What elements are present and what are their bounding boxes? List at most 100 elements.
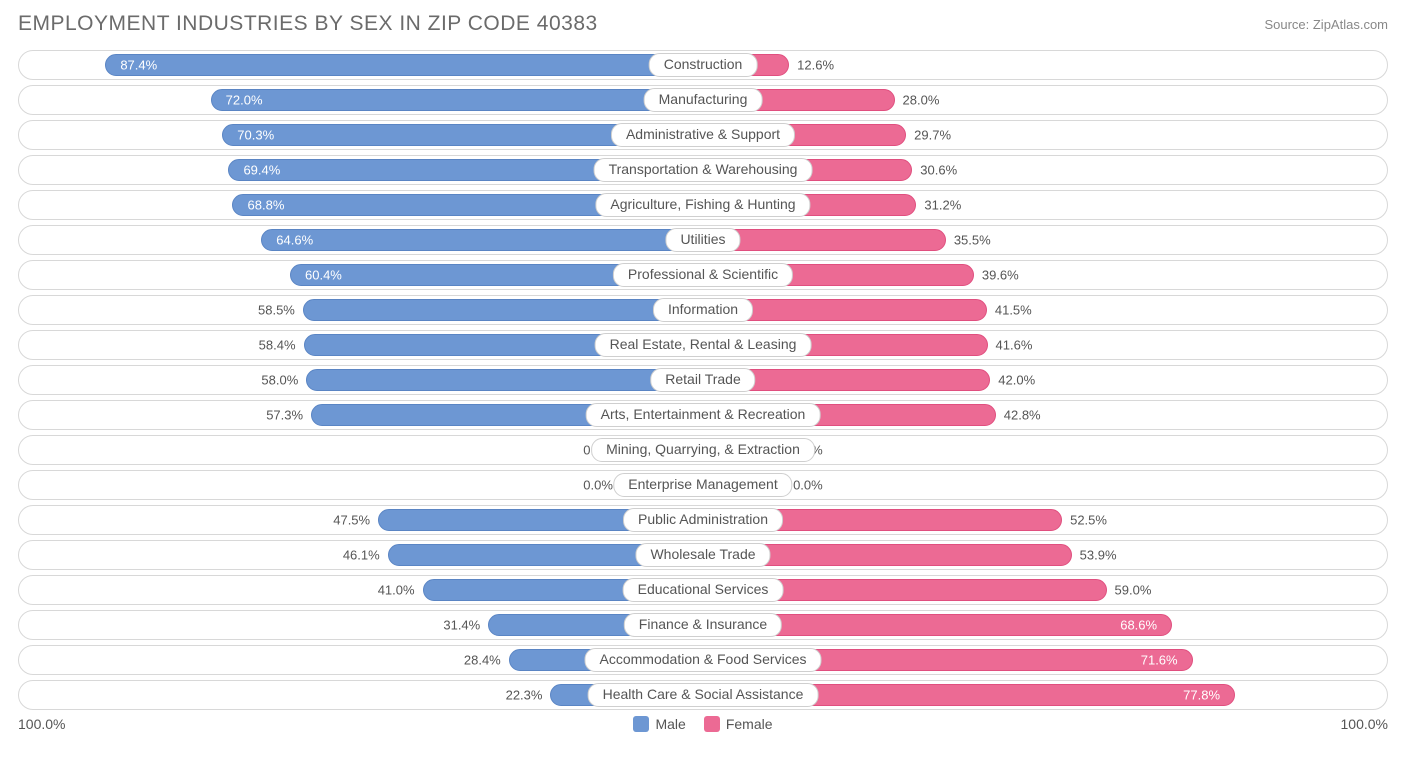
female-value: 12.6% xyxy=(797,58,834,73)
female-value: 42.8% xyxy=(1004,408,1041,423)
table-row: 64.6% 35.5% Utilities xyxy=(18,225,1388,255)
category-pill: Accommodation & Food Services xyxy=(585,648,822,672)
female-value: 30.6% xyxy=(920,163,957,178)
category-label: Retail Trade xyxy=(665,371,740,387)
table-row: 47.5% 52.5% Public Administration xyxy=(18,505,1388,535)
male-value: 22.3% xyxy=(506,688,543,703)
category-label: Health Care & Social Assistance xyxy=(603,686,804,702)
female-value: 41.6% xyxy=(996,338,1033,353)
category-pill: Transportation & Warehousing xyxy=(594,158,813,182)
male-value: 58.4% xyxy=(259,338,296,353)
category-label: Public Administration xyxy=(638,511,768,527)
chart-footer: 100.0% Male Female 100.0% xyxy=(18,716,1388,732)
category-pill: Real Estate, Rental & Leasing xyxy=(595,333,812,357)
category-pill: Finance & Insurance xyxy=(624,613,782,637)
table-row: 58.4% 41.6% Real Estate, Rental & Leasing xyxy=(18,330,1388,360)
table-row: 58.5%41.5%Information xyxy=(18,295,1388,325)
legend-item-female: Female xyxy=(704,716,773,732)
diverging-bar-chart: 87.4% 12.6% Construction 72.0% 28.0% Manufact… xyxy=(18,50,1388,710)
female-value: 28.0% xyxy=(903,93,940,108)
male-value: 0.0% xyxy=(583,478,613,493)
table-row: 69.4% 30.6% Transportation & Warehousing xyxy=(18,155,1388,185)
table-row: 31.4% 68.6% Finance & Insurance xyxy=(18,610,1388,640)
category-pill: Construction xyxy=(649,53,758,77)
male-bar xyxy=(211,89,703,111)
category-label: Finance & Insurance xyxy=(639,616,767,632)
male-value: 69.4% xyxy=(243,163,280,178)
category-label: Manufacturing xyxy=(659,91,748,107)
category-label: Accommodation & Food Services xyxy=(600,651,807,667)
table-row: 0.0%0.0%Mining, Quarrying, & Extraction xyxy=(18,435,1388,465)
category-label: Agriculture, Fishing & Hunting xyxy=(610,196,795,212)
category-label: Real Estate, Rental & Leasing xyxy=(610,336,797,352)
male-value: 60.4% xyxy=(305,268,342,283)
table-row: 22.3% 77.8% Health Care & Social Assistanc… xyxy=(18,680,1388,710)
category-pill: Wholesale Trade xyxy=(635,543,770,567)
female-value: 59.0% xyxy=(1115,583,1152,598)
table-row: 0.0%0.0%Enterprise Management xyxy=(18,470,1388,500)
category-pill: Administrative & Support xyxy=(611,123,795,147)
table-row: 72.0% 28.0% Manufacturing xyxy=(18,85,1388,115)
category-pill: Educational Services xyxy=(623,578,784,602)
legend-label-female: Female xyxy=(726,716,773,732)
table-row: 68.8%31.2%Agriculture, Fishing & Hunting xyxy=(18,190,1388,220)
male-bar xyxy=(306,369,703,391)
category-pill: Enterprise Management xyxy=(613,473,792,497)
male-value: 87.4% xyxy=(120,58,157,73)
legend-label-male: Male xyxy=(655,716,685,732)
female-value: 35.5% xyxy=(954,233,991,248)
female-value: 77.8% xyxy=(1183,688,1220,703)
male-value: 47.5% xyxy=(333,513,370,528)
category-label: Arts, Entertainment & Recreation xyxy=(601,406,806,422)
table-row: 87.4% 12.6% Construction xyxy=(18,50,1388,80)
table-row: 41.0% 59.0% Educational Services xyxy=(18,575,1388,605)
category-pill: Professional & Scientific xyxy=(613,263,793,287)
table-row: 58.0% 42.0% Retail Trade xyxy=(18,365,1388,395)
male-value: 57.3% xyxy=(266,408,303,423)
table-row: 60.4%39.6%Professional & Scientific xyxy=(18,260,1388,290)
male-value: 41.0% xyxy=(378,583,415,598)
chart-title: EMPLOYMENT INDUSTRIES BY SEX IN ZIP CODE… xyxy=(18,12,598,36)
category-label: Mining, Quarrying, & Extraction xyxy=(606,441,800,457)
female-swatch xyxy=(704,716,720,732)
female-value: 29.7% xyxy=(914,128,951,143)
female-value: 42.0% xyxy=(998,373,1035,388)
category-label: Construction xyxy=(664,56,743,72)
category-pill: Information xyxy=(653,298,753,322)
female-value: 53.9% xyxy=(1080,548,1117,563)
category-label: Utilities xyxy=(680,231,725,247)
axis-left-max: 100.0% xyxy=(18,716,65,732)
table-row: 57.3% 42.8% Arts, Entertainment & Recreati… xyxy=(18,400,1388,430)
category-label: Administrative & Support xyxy=(626,126,780,142)
table-row: 70.3% 29.7% Administrative & Support xyxy=(18,120,1388,150)
category-pill: Retail Trade xyxy=(650,368,755,392)
male-bar xyxy=(303,299,703,321)
chart-header: EMPLOYMENT INDUSTRIES BY SEX IN ZIP CODE… xyxy=(18,12,1388,36)
category-label: Information xyxy=(668,301,738,317)
male-value: 28.4% xyxy=(464,653,501,668)
legend-item-male: Male xyxy=(633,716,685,732)
male-value: 58.5% xyxy=(258,303,295,318)
male-value: 70.3% xyxy=(237,128,274,143)
male-swatch xyxy=(633,716,649,732)
table-row: 28.4% 71.6% Accommodation & Food Services xyxy=(18,645,1388,675)
chart-source: Source: ZipAtlas.com xyxy=(1264,17,1388,32)
category-label: Enterprise Management xyxy=(628,476,777,492)
male-value: 31.4% xyxy=(443,618,480,633)
female-value: 68.6% xyxy=(1120,618,1157,633)
male-value: 72.0% xyxy=(226,93,263,108)
male-bar xyxy=(105,54,703,76)
table-row: 46.1% 53.9% Wholesale Trade xyxy=(18,540,1388,570)
category-pill: Agriculture, Fishing & Hunting xyxy=(595,193,810,217)
category-label: Educational Services xyxy=(638,581,769,597)
category-pill: Health Care & Social Assistance xyxy=(588,683,819,707)
female-value: 71.6% xyxy=(1141,653,1178,668)
male-value: 64.6% xyxy=(276,233,313,248)
category-pill: Utilities xyxy=(665,228,740,252)
category-label: Professional & Scientific xyxy=(628,266,778,282)
female-value: 31.2% xyxy=(924,198,961,213)
male-value: 58.0% xyxy=(261,373,298,388)
female-value: 52.5% xyxy=(1070,513,1107,528)
legend: Male Female xyxy=(633,716,772,732)
male-value: 46.1% xyxy=(343,548,380,563)
